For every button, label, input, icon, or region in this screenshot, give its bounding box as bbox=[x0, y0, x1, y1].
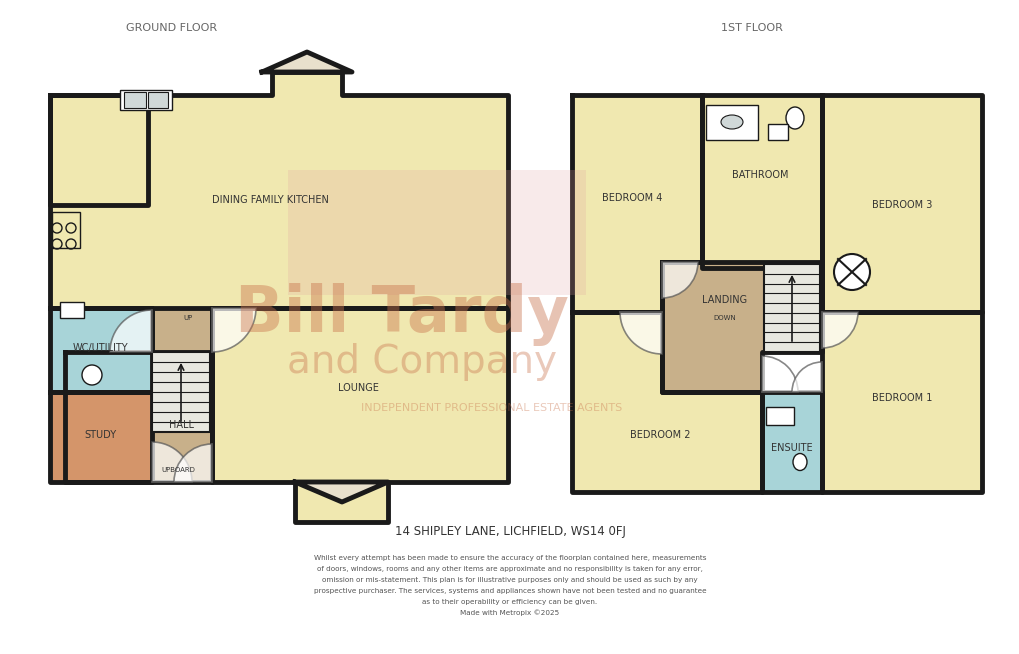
Polygon shape bbox=[821, 95, 981, 312]
Bar bbox=[763, 264, 819, 352]
Polygon shape bbox=[50, 95, 148, 205]
Text: GROUND FLOOR: GROUND FLOOR bbox=[126, 23, 217, 33]
Wedge shape bbox=[821, 312, 857, 348]
Wedge shape bbox=[174, 444, 212, 482]
Text: 1ST FLOOR: 1ST FLOOR bbox=[720, 23, 783, 33]
Text: BEDROOM 4: BEDROOM 4 bbox=[601, 193, 661, 203]
Text: BEDROOM 3: BEDROOM 3 bbox=[871, 200, 931, 210]
Polygon shape bbox=[572, 95, 701, 312]
Bar bbox=[60, 302, 84, 318]
Text: Made with Metropix ©2025: Made with Metropix ©2025 bbox=[460, 610, 559, 616]
Bar bbox=[705, 105, 757, 140]
Text: BEDROOM 2: BEDROOM 2 bbox=[629, 430, 690, 440]
Polygon shape bbox=[50, 392, 152, 482]
Polygon shape bbox=[65, 308, 212, 482]
Text: DOWN: DOWN bbox=[713, 315, 736, 321]
Text: as to their operability or efficiency can be given.: as to their operability or efficiency ca… bbox=[422, 599, 597, 605]
Text: ENSUITE: ENSUITE bbox=[770, 443, 812, 453]
Text: BEDROOM 1: BEDROOM 1 bbox=[871, 393, 931, 403]
Bar bbox=[767, 124, 788, 140]
Polygon shape bbox=[821, 312, 981, 492]
Text: 14 SHIPLEY LANE, LICHFIELD, WS14 0FJ: 14 SHIPLEY LANE, LICHFIELD, WS14 0FJ bbox=[394, 526, 625, 538]
Text: STUDY: STUDY bbox=[84, 430, 116, 440]
Polygon shape bbox=[50, 308, 152, 392]
Circle shape bbox=[834, 254, 869, 290]
Bar bbox=[152, 352, 210, 432]
Polygon shape bbox=[262, 52, 352, 72]
Text: Whilst every attempt has been made to ensure the accuracy of the floorplan conta: Whilst every attempt has been made to en… bbox=[314, 555, 705, 561]
Ellipse shape bbox=[82, 365, 102, 385]
Wedge shape bbox=[152, 442, 192, 482]
Wedge shape bbox=[661, 262, 697, 298]
Text: UP: UP bbox=[183, 315, 193, 321]
Text: BATHROOM: BATHROOM bbox=[731, 170, 788, 180]
Wedge shape bbox=[212, 308, 256, 352]
Ellipse shape bbox=[786, 107, 803, 129]
Bar bbox=[148, 92, 168, 108]
Text: of doors, windows, rooms and any other items are approximate and no responsibili: of doors, windows, rooms and any other i… bbox=[317, 566, 702, 572]
Text: prospective purchaser. The services, systems and appliances shown have not been : prospective purchaser. The services, sys… bbox=[314, 588, 705, 594]
Text: HALL: HALL bbox=[169, 420, 195, 430]
Polygon shape bbox=[661, 262, 821, 392]
Polygon shape bbox=[572, 312, 761, 492]
Bar bbox=[287, 170, 586, 295]
Wedge shape bbox=[761, 356, 797, 392]
Bar bbox=[124, 92, 146, 108]
Text: LANDING: LANDING bbox=[702, 295, 747, 305]
Polygon shape bbox=[294, 482, 387, 502]
Text: WC/UTILITY: WC/UTILITY bbox=[72, 343, 127, 353]
Text: UPBOARD: UPBOARD bbox=[161, 467, 195, 473]
Ellipse shape bbox=[792, 453, 806, 470]
Wedge shape bbox=[110, 310, 152, 352]
Bar bbox=[52, 212, 79, 248]
Text: LOUNGE: LOUNGE bbox=[337, 383, 378, 393]
Bar bbox=[120, 90, 172, 110]
Polygon shape bbox=[212, 308, 507, 522]
Text: Bill Tardy: Bill Tardy bbox=[234, 283, 569, 347]
Polygon shape bbox=[761, 392, 821, 492]
Ellipse shape bbox=[720, 115, 742, 129]
Text: INDEPENDENT PROFESSIONAL ESTATE AGENTS: INDEPENDENT PROFESSIONAL ESTATE AGENTS bbox=[361, 403, 622, 413]
Bar bbox=[765, 407, 793, 425]
Polygon shape bbox=[50, 72, 507, 352]
Wedge shape bbox=[791, 362, 821, 392]
Text: DINING FAMILY KITCHEN: DINING FAMILY KITCHEN bbox=[211, 195, 328, 205]
Text: and Company: and Company bbox=[286, 343, 556, 381]
Text: omission or mis-statement. This plan is for illustrative purposes only and shoul: omission or mis-statement. This plan is … bbox=[322, 577, 697, 583]
Polygon shape bbox=[701, 95, 821, 268]
Wedge shape bbox=[620, 312, 661, 354]
